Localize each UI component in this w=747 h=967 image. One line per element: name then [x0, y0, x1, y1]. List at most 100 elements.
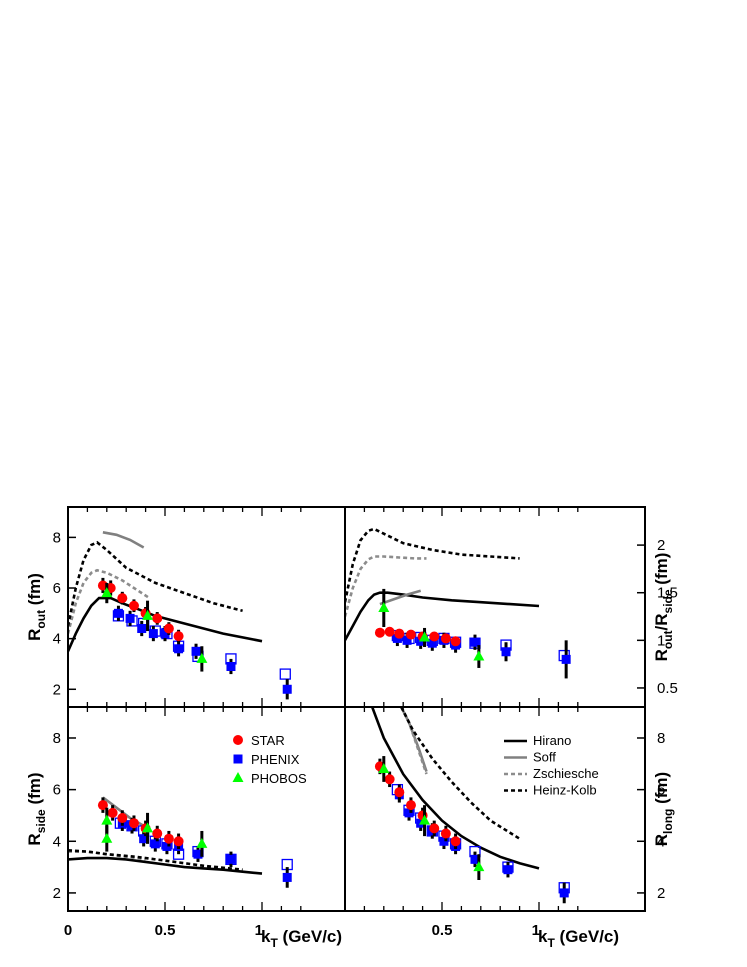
- outer-frame: [67, 506, 646, 912]
- y-tick-label: 1.5: [657, 585, 678, 602]
- point-star: [394, 787, 405, 798]
- curve-hirano: [68, 596, 263, 652]
- y-tick-label: 4: [53, 833, 61, 850]
- point-star: [163, 833, 174, 844]
- point-star: [384, 626, 395, 637]
- x-tick-label: 1: [532, 922, 540, 939]
- legend-label-star: STAR: [251, 733, 285, 748]
- point-phenix: [402, 635, 412, 645]
- point-star: [394, 628, 405, 639]
- point-star: [173, 631, 184, 642]
- legend-label-phobos: PHOBOS: [251, 771, 307, 786]
- point-star: [173, 836, 184, 847]
- point-star: [450, 636, 461, 647]
- point-phobos: [101, 814, 113, 825]
- point-phenix: [193, 849, 203, 859]
- point-star: [405, 629, 416, 640]
- point-star: [440, 828, 451, 839]
- point-phenix: [427, 638, 437, 648]
- legend-label-hirano: Hirano: [533, 733, 571, 748]
- y-tick-label: 6: [657, 782, 665, 799]
- y-tick-label: 4: [657, 833, 665, 850]
- point-phenix: [125, 613, 135, 623]
- y-tick-label: 6: [53, 782, 61, 799]
- curve-hirano: [68, 856, 263, 875]
- point-star: [163, 623, 174, 634]
- point-star: [117, 813, 128, 824]
- point-phenix: [392, 633, 402, 643]
- point-phenix: [113, 608, 123, 618]
- y-axis-title: Rside (fm): [25, 772, 48, 845]
- point-star: [429, 631, 440, 642]
- point-star: [450, 836, 461, 847]
- panel-plot-area: [68, 531, 292, 700]
- point-phenix: [226, 661, 236, 671]
- point-phobos: [142, 609, 154, 620]
- y-tick-label: 2: [657, 885, 665, 902]
- legend-label-zschiesche: Zschiesche: [533, 766, 599, 781]
- panel-bottom-left: [68, 796, 293, 888]
- legend-label-soff: Soff: [533, 750, 556, 765]
- curve-zschiesche: [68, 568, 151, 634]
- point-star: [128, 600, 139, 611]
- point-phenix: [503, 865, 513, 875]
- legend-marker-star: [233, 735, 243, 745]
- point-star: [128, 818, 139, 829]
- point-phenix: [470, 854, 480, 864]
- point-phenix: [139, 834, 149, 844]
- x-tick-label: 1: [255, 922, 263, 939]
- curve-soff: [102, 531, 145, 549]
- x-axis-title: kT (GeV/c): [538, 927, 619, 950]
- point-phobos: [419, 814, 431, 825]
- point-phenix: [501, 647, 511, 657]
- point-phobos: [101, 587, 113, 598]
- x-tick-label: 0.5: [155, 922, 176, 939]
- panel-plot-area: [345, 527, 571, 679]
- y-tick-label: 2: [657, 537, 665, 554]
- legend-marker-phobos: [232, 772, 244, 782]
- point-phobos: [473, 650, 485, 661]
- x-axis-title: kT (GeV/c): [261, 927, 342, 950]
- point-phenix: [559, 888, 569, 898]
- point-phenix: [404, 808, 414, 818]
- point-phenix: [561, 654, 571, 664]
- curve-hirano: [345, 591, 540, 641]
- point-phenix: [137, 624, 147, 634]
- point-star: [429, 823, 440, 834]
- y-axis-title: Rlong (fm): [652, 772, 675, 846]
- y-tick-label: 8: [53, 529, 61, 546]
- curve-heinz-kolb: [68, 540, 243, 627]
- panel-top-left: [68, 531, 292, 700]
- x-tick-label: 0: [64, 922, 72, 939]
- point-phenix: [439, 836, 449, 846]
- point-phenix: [470, 637, 480, 647]
- legend-label-heinz-kolb: Heinz-Kolb: [533, 783, 597, 798]
- point-star: [152, 613, 163, 624]
- point-phobos: [142, 822, 154, 833]
- point-phobos: [378, 762, 390, 773]
- point-phenix: [150, 839, 160, 849]
- curve-zschiesche: [345, 555, 427, 617]
- point-phobos: [196, 652, 208, 663]
- curve-hirano: [370, 707, 540, 870]
- point-star: [107, 807, 118, 818]
- y-tick-label: 2: [53, 681, 61, 698]
- curve-heinz-kolb: [345, 527, 520, 603]
- point-star: [405, 800, 416, 811]
- point-phenix: [191, 646, 201, 656]
- point-star: [440, 633, 451, 644]
- y-tick-label: 8: [53, 730, 61, 747]
- legend-experiments: STAR PHENIX PHOBOS: [232, 733, 307, 786]
- y-tick-label: 2: [53, 885, 61, 902]
- frames-layer: [67, 506, 646, 912]
- point-phobos: [378, 601, 390, 612]
- point-phenix-open: [279, 668, 291, 680]
- point-phenix: [174, 644, 184, 654]
- y-tick-label: 0.5: [657, 680, 678, 697]
- legend-label-phenix: PHENIX: [251, 752, 300, 767]
- point-phobos: [473, 861, 485, 872]
